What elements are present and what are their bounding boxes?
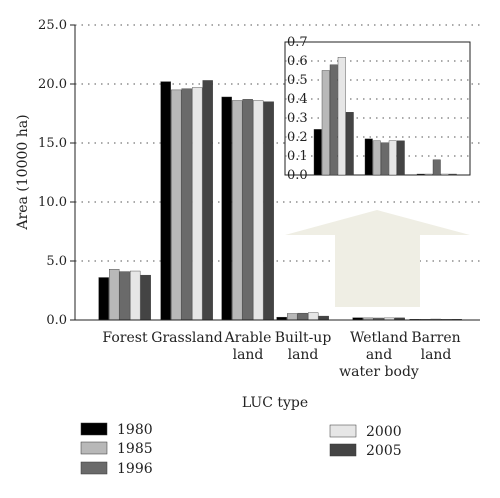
bar xyxy=(140,274,151,321)
legend-item: 1985 xyxy=(80,441,153,457)
inset-bar xyxy=(345,112,354,176)
y-tick-label: 20.0 xyxy=(38,77,67,92)
inset-bar xyxy=(424,173,433,176)
zoom-arrow-icon xyxy=(285,210,470,307)
bar xyxy=(242,99,253,321)
legend-item: 1996 xyxy=(80,461,153,477)
legend-label: 1980 xyxy=(117,422,153,438)
main-y-tick-labels: 0.0 5.0 10.0 15.0 20.0 25.0 xyxy=(38,18,67,328)
inset-y-tick-label: 0.6 xyxy=(287,54,308,69)
main-bars xyxy=(98,80,462,321)
x-axis-label: LUC type xyxy=(242,395,308,411)
legend-label: 1985 xyxy=(117,441,153,457)
x-tick-label: Forest xyxy=(102,330,148,346)
inset-bar xyxy=(321,70,330,176)
x-tick-label: Barren xyxy=(411,330,460,346)
bar xyxy=(318,315,329,321)
bar xyxy=(171,89,182,321)
inset-bars xyxy=(313,57,457,176)
legend-label: 1996 xyxy=(117,461,153,477)
y-tick-label: 5.0 xyxy=(46,254,67,269)
inset-bar xyxy=(432,159,441,176)
bar xyxy=(160,81,171,321)
inset-y-tick-labels: 0.0 0.1 0.2 0.3 0.4 0.5 0.6 0.7 xyxy=(287,35,308,183)
bar xyxy=(192,87,203,321)
x-tick-label: water body xyxy=(339,364,419,380)
inset-bar xyxy=(364,138,373,176)
inset-bar xyxy=(372,140,381,176)
inset-y-tick-label: 0.4 xyxy=(287,92,308,107)
y-axis-label: Area (10000 ha) xyxy=(15,114,31,230)
main-gridlines xyxy=(75,24,480,262)
bar xyxy=(98,277,109,321)
y-tick-label: 0.0 xyxy=(46,313,67,328)
y-tick-label: 10.0 xyxy=(38,195,67,210)
legend-item: 2000 xyxy=(329,424,402,440)
legend-label: 2005 xyxy=(366,443,402,459)
inset-bar xyxy=(313,129,322,176)
inset-chart: 0.0 0.1 0.2 0.3 0.4 0.5 0.6 0.7 xyxy=(284,35,471,183)
x-tick-label: land xyxy=(233,347,264,363)
x-tick-label: Arable xyxy=(224,330,272,346)
inset-y-tick-label: 0.7 xyxy=(287,35,308,50)
bar xyxy=(287,313,298,321)
bar xyxy=(297,312,308,321)
legend-swatch xyxy=(329,424,357,438)
inset-bar xyxy=(396,140,405,176)
inset-bar xyxy=(329,64,338,176)
legend: 1980 1985 1996 2000 2005 xyxy=(80,422,402,477)
inset-bar xyxy=(440,173,449,176)
bar xyxy=(119,271,130,321)
x-tick-label: and xyxy=(366,347,392,363)
inset-y-tick-label: 0.2 xyxy=(287,130,308,145)
bar xyxy=(109,269,120,321)
inset-y-tick-label: 0.0 xyxy=(287,168,308,183)
y-tick-label: 25.0 xyxy=(38,18,67,33)
bar xyxy=(263,101,274,321)
inset-bar xyxy=(388,140,397,176)
bar xyxy=(221,96,232,321)
bar xyxy=(232,100,243,321)
inset-bar xyxy=(337,57,346,176)
inset-bar xyxy=(448,173,457,176)
legend-swatch xyxy=(80,461,108,475)
inset-bar xyxy=(416,173,425,176)
legend-item: 1980 xyxy=(80,422,153,438)
x-tick-label: land xyxy=(288,347,319,363)
y-tick-label: 15.0 xyxy=(38,136,67,151)
legend-swatch xyxy=(80,422,108,436)
bar xyxy=(308,312,319,321)
x-tick-label: Grassland xyxy=(151,330,222,346)
inset-y-tick-label: 0.1 xyxy=(287,149,308,164)
bar xyxy=(253,100,264,321)
legend-swatch xyxy=(80,441,108,455)
legend-swatch xyxy=(329,443,357,457)
legend-label: 2000 xyxy=(366,424,402,440)
main-axes xyxy=(70,24,480,321)
x-tick-label: land xyxy=(421,347,452,363)
main-x-tick-labels: Forest Grassland ArablelandBuilt-uplandWet… xyxy=(102,330,460,380)
bar xyxy=(181,88,192,321)
inset-y-tick-label: 0.3 xyxy=(287,111,308,126)
inset-bar xyxy=(380,142,389,176)
bar xyxy=(202,80,213,321)
legend-item: 2005 xyxy=(329,443,402,459)
x-tick-label: Built-up xyxy=(275,330,332,346)
bar xyxy=(130,270,141,321)
inset-y-tick-label: 0.5 xyxy=(287,73,308,88)
x-tick-label: Wetland xyxy=(350,330,408,346)
